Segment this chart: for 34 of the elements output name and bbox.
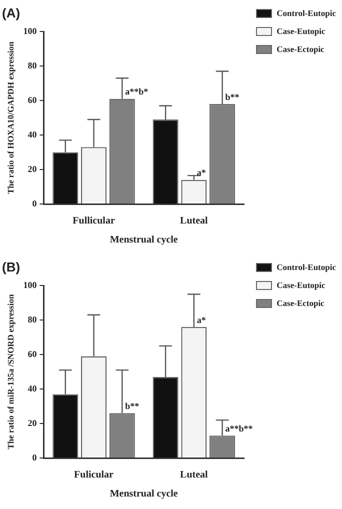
data-label: b**: [225, 92, 240, 102]
x-axis-title: Menstrual cycle: [110, 234, 178, 246]
legend-label: Case-Ectopic: [276, 298, 324, 308]
data-label: a**b**: [225, 423, 254, 434]
data-label: a*: [196, 168, 206, 178]
y-tick-label: 20: [28, 164, 38, 174]
data-label: b**: [125, 401, 140, 412]
x-axis-title: Menstrual cycle: [110, 488, 178, 500]
legend-label: Control-Eutopic: [276, 262, 336, 272]
y-tick-label: 60: [28, 348, 38, 359]
legend-label: Case-Eutopic: [276, 26, 326, 36]
y-axis-title: The ratio of miR-135a /SNORD expression: [5, 294, 16, 450]
chart-title: (B): [2, 259, 20, 274]
x-tick-label: Fullicular: [72, 216, 116, 227]
y-tick-label: 80: [28, 60, 38, 70]
y-tick-label: 0: [32, 452, 38, 462]
y-tick-label: 40: [28, 383, 38, 394]
y-axis-title: The ratio of HOXA10/GAPDH expression: [5, 41, 16, 194]
y-tick-label: 60: [28, 94, 38, 105]
y-tick-label: 100: [23, 26, 38, 36]
y-tick-label: 100: [23, 280, 38, 290]
y-tick-label: 0: [32, 198, 38, 208]
legend-label: Case-Eutopic: [276, 280, 326, 290]
x-tick-label: Luteal: [180, 470, 208, 481]
y-tick-label: 20: [28, 418, 38, 428]
legend-label: Case-Ectopic: [276, 44, 324, 54]
x-tick-label: Fulicular: [74, 470, 114, 481]
y-tick-label: 80: [28, 314, 38, 324]
chart-title: (A): [2, 5, 20, 20]
x-tick-label: Luteal: [180, 216, 208, 227]
data-label: a**b*: [125, 86, 149, 97]
y-tick-label: 40: [28, 129, 38, 140]
legend-label: Control-Eutopic: [276, 8, 336, 18]
data-label: a*: [196, 314, 206, 325]
